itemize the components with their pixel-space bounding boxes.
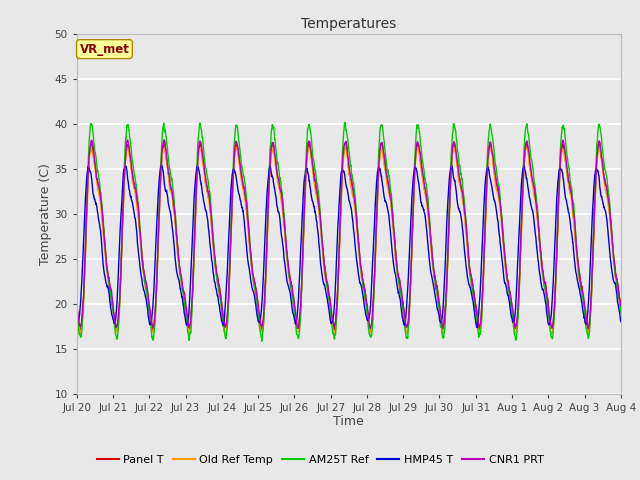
Line: Panel T: Panel T xyxy=(77,141,621,331)
AM25T Ref xyxy=(377,123,385,129)
CNR1 PRT xyxy=(377,142,385,147)
HMP45 T xyxy=(158,162,166,168)
AM25T Ref xyxy=(570,199,577,204)
Panel T xyxy=(376,146,384,152)
Panel T xyxy=(225,299,232,304)
AM25T Ref xyxy=(258,338,266,344)
Old Ref Temp xyxy=(508,302,515,308)
Line: AM25T Ref: AM25T Ref xyxy=(77,122,621,341)
HMP45 T xyxy=(73,313,81,319)
Y-axis label: Temperature (C): Temperature (C) xyxy=(39,163,52,264)
Old Ref Temp xyxy=(225,295,232,301)
HMP45 T xyxy=(365,316,372,322)
Panel T xyxy=(475,328,483,334)
Panel T xyxy=(365,320,372,326)
HMP45 T xyxy=(584,301,592,307)
HMP45 T xyxy=(376,169,384,175)
Old Ref Temp xyxy=(377,148,385,154)
HMP45 T xyxy=(617,319,625,324)
CNR1 PRT xyxy=(225,288,232,293)
CNR1 PRT xyxy=(124,137,131,143)
CNR1 PRT xyxy=(365,315,372,321)
Panel T xyxy=(507,297,515,302)
AM25T Ref xyxy=(508,304,515,310)
AM25T Ref xyxy=(341,120,349,125)
CNR1 PRT xyxy=(508,297,515,303)
Panel T xyxy=(617,306,625,312)
AM25T Ref xyxy=(584,336,592,341)
Old Ref Temp xyxy=(617,307,625,313)
AM25T Ref xyxy=(365,327,372,333)
CNR1 PRT xyxy=(617,302,625,308)
HMP45 T xyxy=(473,324,481,330)
Legend: Panel T, Old Ref Temp, AM25T Ref, HMP45 T, CNR1 PRT: Panel T, Old Ref Temp, AM25T Ref, HMP45 … xyxy=(92,451,548,469)
Old Ref Temp xyxy=(365,324,372,330)
Title: Temperatures: Temperatures xyxy=(301,17,396,31)
Old Ref Temp xyxy=(73,307,81,313)
X-axis label: Time: Time xyxy=(333,415,364,429)
HMP45 T xyxy=(570,243,577,249)
Line: HMP45 T: HMP45 T xyxy=(77,165,621,327)
Panel T xyxy=(569,205,577,211)
Line: CNR1 PRT: CNR1 PRT xyxy=(77,140,621,328)
CNR1 PRT xyxy=(570,207,577,213)
Panel T xyxy=(595,138,603,144)
Panel T xyxy=(73,301,81,307)
HMP45 T xyxy=(225,234,232,240)
AM25T Ref xyxy=(617,310,625,315)
Panel T xyxy=(584,326,592,332)
Old Ref Temp xyxy=(221,332,228,337)
HMP45 T xyxy=(508,312,515,318)
AM25T Ref xyxy=(73,309,81,315)
CNR1 PRT xyxy=(584,325,592,331)
Old Ref Temp xyxy=(570,215,577,221)
AM25T Ref xyxy=(225,300,232,306)
Old Ref Temp xyxy=(584,330,592,336)
CNR1 PRT xyxy=(73,303,81,309)
CNR1 PRT xyxy=(367,325,374,331)
Line: Old Ref Temp: Old Ref Temp xyxy=(77,145,621,335)
Old Ref Temp xyxy=(341,142,349,148)
Text: VR_met: VR_met xyxy=(79,43,129,56)
